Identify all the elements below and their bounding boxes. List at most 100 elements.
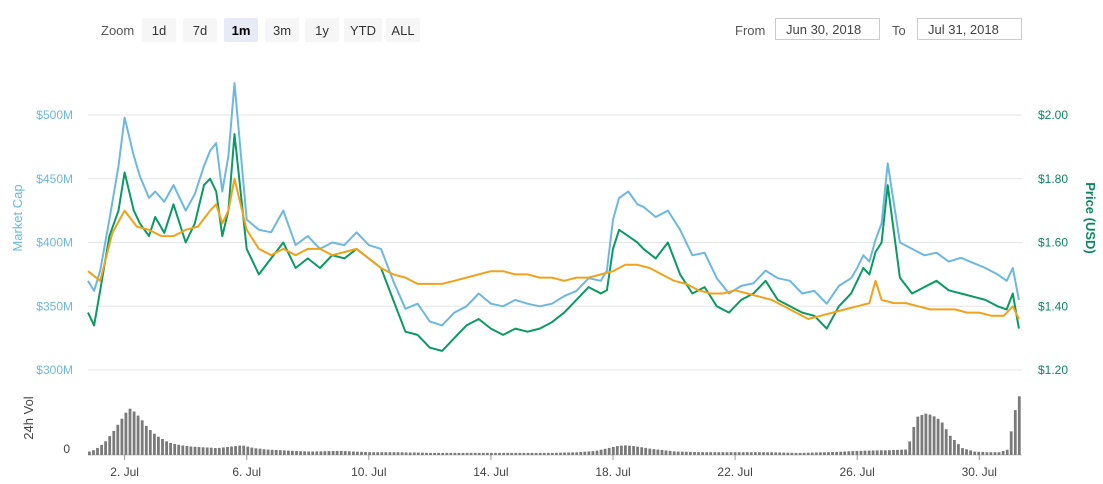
volume-bar	[883, 450, 887, 455]
volume-bar	[806, 452, 810, 455]
volume-bar	[689, 451, 692, 455]
volume-bar	[185, 446, 189, 455]
volume-bar	[222, 447, 225, 455]
volume-bar	[522, 452, 526, 455]
volume-bar	[518, 452, 522, 455]
volume-bar	[157, 436, 160, 455]
volume-bar	[733, 452, 737, 455]
volume-bar	[116, 424, 120, 455]
right-tick-label: $1.60	[1038, 236, 1068, 250]
volume-bar	[396, 452, 400, 455]
volume-bar	[888, 450, 891, 455]
volume-bar	[347, 451, 351, 455]
volume-bar	[762, 452, 765, 455]
volume-bar	[416, 452, 420, 455]
volume-bar	[985, 452, 989, 455]
volume-bar	[242, 445, 246, 455]
volume-bar	[713, 452, 717, 455]
right-tick-label: $1.40	[1038, 299, 1068, 313]
volume-bar	[368, 452, 371, 455]
volume-bar	[461, 452, 465, 455]
volume-bar	[327, 451, 331, 455]
zoom-ytd-button[interactable]: YTD	[344, 18, 382, 42]
volume-bar	[1013, 410, 1017, 455]
volume-bar	[502, 452, 505, 455]
zoom-1y-button[interactable]: 1y	[305, 18, 339, 42]
btc-price-line	[87, 177, 1020, 320]
left-tick-label: $300M	[36, 363, 73, 377]
volume-bar	[847, 451, 851, 455]
volume-bar	[433, 452, 436, 455]
volume-bar	[213, 448, 217, 455]
zoom-7d-button[interactable]: 7d	[183, 18, 217, 42]
volume-bar	[197, 447, 201, 455]
volume-bar	[465, 452, 469, 455]
left-tick-label: $500M	[36, 108, 73, 122]
volume-bar	[607, 447, 611, 455]
volume-bar	[831, 452, 834, 455]
volume-bar	[153, 433, 156, 455]
volume-bar	[749, 452, 753, 455]
volume-bar	[295, 451, 298, 455]
volume-bar	[201, 447, 205, 455]
volume-bar	[965, 449, 968, 455]
volume-bar	[786, 452, 790, 455]
volume-bar	[88, 451, 91, 456]
volume-bar	[620, 445, 623, 455]
volume-bar	[774, 452, 778, 455]
left-axis-title: Market Cap	[10, 184, 25, 251]
from-date-input[interactable]	[775, 18, 880, 40]
volume-bar	[802, 452, 806, 455]
volume-bar	[944, 429, 948, 455]
volume-bar	[400, 452, 404, 455]
x-tick-label: 6. Jul	[232, 465, 261, 479]
volume-bar	[997, 452, 1001, 455]
zoom-1d-button[interactable]: 1d	[142, 18, 176, 42]
volume-bar	[315, 451, 319, 455]
volume-bar	[538, 452, 542, 455]
zoom-all-button[interactable]: ALL	[386, 18, 420, 42]
to-date-input[interactable]	[917, 18, 1022, 40]
volume-bar	[851, 451, 855, 455]
volume-bar	[583, 451, 587, 455]
left-tick-label: $450M	[36, 172, 73, 186]
volume-bar	[693, 452, 696, 455]
volume-bar	[550, 452, 554, 455]
volume-bar	[871, 450, 875, 455]
volume-bar	[136, 415, 140, 455]
volume-bar	[514, 452, 518, 455]
volume-bar	[161, 439, 164, 455]
volume-bar	[282, 450, 286, 455]
volume-bar	[323, 451, 327, 455]
volume-bar	[173, 443, 177, 455]
zoom-3m-button[interactable]: 3m	[265, 18, 299, 42]
volume-bar	[652, 449, 656, 455]
volume-bar	[165, 441, 168, 455]
volume-bar	[778, 452, 782, 455]
volume-bar	[948, 435, 952, 455]
volume-bar	[376, 452, 380, 455]
volume-bar	[579, 452, 583, 455]
volume-bar	[754, 452, 757, 455]
volume-bar	[473, 452, 477, 455]
volume-bar	[262, 449, 266, 455]
series-layer	[87, 82, 1020, 352]
volume-bar	[266, 449, 270, 455]
volume-bar	[307, 451, 311, 455]
zoom-label: Zoom	[101, 23, 135, 38]
volume-bar	[977, 451, 981, 455]
volume-bar	[555, 452, 558, 455]
volume-bar	[380, 452, 384, 455]
volume-bar	[303, 451, 306, 455]
volume-bar	[863, 450, 867, 455]
right-axis-title: Price (USD)	[1083, 182, 1098, 254]
volume-bar	[404, 452, 408, 455]
to-label: To	[892, 23, 906, 38]
volume-bar	[603, 448, 607, 455]
volume-bar	[798, 452, 802, 455]
x-tick-label: 26. Jul	[839, 465, 874, 479]
volume-bar	[993, 452, 997, 455]
volume-bar	[843, 451, 847, 455]
zoom-1m-button[interactable]: 1m	[224, 18, 258, 42]
volume-bar	[940, 422, 944, 455]
